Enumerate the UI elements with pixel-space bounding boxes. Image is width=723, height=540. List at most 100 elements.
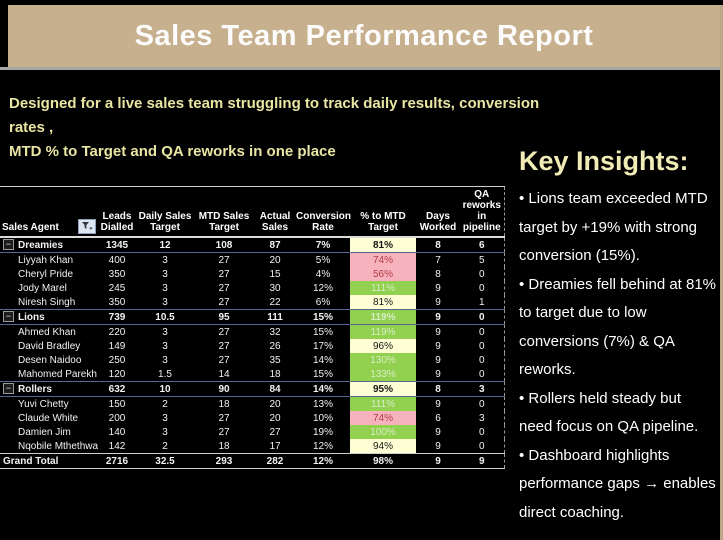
cell-actual[interactable]: 26 xyxy=(269,340,281,352)
cell-pct-to-mtd[interactable]: 56% xyxy=(350,267,416,281)
cell-daily-target[interactable]: 3 xyxy=(162,412,168,424)
cell-mtd-target[interactable]: 18 xyxy=(218,398,230,410)
cell-leads[interactable]: 739 xyxy=(108,311,126,323)
cell-agent[interactable]: Cheryl Pride xyxy=(0,267,98,281)
cell-daily-target[interactable]: 3 xyxy=(162,340,168,352)
cell-agent[interactable]: Grand Total xyxy=(0,454,98,469)
cell-actual[interactable]: 27 xyxy=(269,426,281,438)
cell-leads[interactable]: 250 xyxy=(108,354,126,366)
cell-conversion[interactable]: 12% xyxy=(312,440,333,452)
cell-conversion[interactable]: 15% xyxy=(312,326,333,338)
cell-leads[interactable]: 350 xyxy=(108,268,126,280)
cell-daily-target[interactable]: 3 xyxy=(162,426,168,438)
cell-daily-target[interactable]: 3 xyxy=(162,254,168,266)
cell-conversion[interactable]: 7% xyxy=(315,239,331,251)
cell-days[interactable]: 6 xyxy=(435,412,441,424)
cell-daily-target[interactable]: 12 xyxy=(159,239,171,251)
cell-days[interactable]: 7 xyxy=(435,254,441,266)
cell-mtd-target[interactable]: 27 xyxy=(218,412,230,424)
cell-qa[interactable]: 0 xyxy=(478,326,485,338)
cell-leads[interactable]: 120 xyxy=(108,368,126,380)
cell-days[interactable]: 9 xyxy=(435,326,441,338)
cell-pct-to-mtd[interactable]: 81% xyxy=(350,295,416,310)
cell-qa[interactable]: 0 xyxy=(478,340,485,352)
cell-conversion[interactable]: 12% xyxy=(312,282,333,294)
cell-days[interactable]: 9 xyxy=(435,311,441,323)
cell-conversion[interactable]: 15% xyxy=(312,368,333,380)
cell-pct-to-mtd[interactable]: 119% xyxy=(350,309,416,325)
cell-agent[interactable]: Jody Marel xyxy=(0,281,98,295)
cell-conversion[interactable]: 13% xyxy=(312,398,333,410)
cell-leads[interactable]: 220 xyxy=(108,326,126,338)
cell-pct-to-mtd[interactable]: 100% xyxy=(350,425,416,439)
cell-actual[interactable]: 111 xyxy=(267,311,283,323)
cell-pct-to-mtd[interactable]: 98% xyxy=(372,455,393,467)
cell-days[interactable]: 9 xyxy=(435,282,441,294)
cell-daily-target[interactable]: 32.5 xyxy=(155,455,175,467)
cell-pct-to-mtd[interactable]: 94% xyxy=(350,439,416,454)
cell-qa[interactable]: 0 xyxy=(478,268,485,280)
cell-agent[interactable]: Niresh Singh xyxy=(0,295,98,310)
column-header[interactable]: % to MTD Target xyxy=(350,186,416,238)
cell-qa[interactable]: 3 xyxy=(478,383,485,395)
cell-actual[interactable]: 20 xyxy=(269,398,281,410)
cell-daily-target[interactable]: 3 xyxy=(162,282,168,294)
cell-actual[interactable]: 17 xyxy=(269,440,281,452)
cell-mtd-target[interactable]: 27 xyxy=(218,282,230,294)
cell-leads[interactable]: 149 xyxy=(108,340,126,352)
cell-conversion[interactable]: 14% xyxy=(312,354,333,366)
cell-actual[interactable]: 35 xyxy=(269,354,281,366)
cell-mtd-target[interactable]: 90 xyxy=(218,383,230,395)
column-header[interactable]: Daily Sales Target xyxy=(136,186,194,238)
cell-pct-to-mtd[interactable]: 130% xyxy=(350,353,416,367)
cell-daily-target[interactable]: 3 xyxy=(162,296,168,308)
column-header[interactable]: Actual Sales xyxy=(254,186,296,238)
collapse-icon[interactable]: − xyxy=(3,238,14,250)
cell-conversion[interactable]: 14% xyxy=(312,383,333,395)
cell-conversion[interactable]: 4% xyxy=(315,268,331,280)
cell-leads[interactable]: 245 xyxy=(108,282,126,294)
cell-pct-to-mtd[interactable]: 119% xyxy=(350,324,416,339)
cell-agent[interactable]: Yuvi Chetty xyxy=(0,397,98,412)
cell-conversion[interactable]: 5% xyxy=(315,254,331,266)
cell-qa[interactable]: 1 xyxy=(478,296,485,308)
cell-pct-to-mtd[interactable]: 74% xyxy=(350,411,416,425)
cell-qa[interactable]: 0 xyxy=(478,311,485,323)
cell-actual[interactable]: 15 xyxy=(269,268,281,280)
cell-actual[interactable]: 32 xyxy=(269,326,281,338)
cell-daily-target[interactable]: 2 xyxy=(162,398,168,410)
cell-mtd-target[interactable]: 27 xyxy=(218,326,230,338)
cell-days[interactable]: 9 xyxy=(435,354,441,366)
cell-actual[interactable]: 20 xyxy=(269,412,281,424)
cell-mtd-target[interactable]: 27 xyxy=(218,340,230,352)
cell-qa[interactable]: 9 xyxy=(478,455,485,467)
cell-mtd-target[interactable]: 27 xyxy=(218,254,230,266)
cell-qa[interactable]: 0 xyxy=(478,354,485,366)
column-header[interactable]: Days Worked xyxy=(416,186,460,238)
cell-conversion[interactable]: 6% xyxy=(315,296,331,308)
cell-leads[interactable]: 150 xyxy=(108,398,126,410)
cell-leads[interactable]: 1345 xyxy=(105,239,129,251)
cell-agent[interactable]: Liyyah Khan xyxy=(0,253,98,268)
cell-days[interactable]: 8 xyxy=(435,383,441,395)
cell-qa[interactable]: 0 xyxy=(478,368,485,380)
cell-agent[interactable]: Desen Naidoo xyxy=(0,353,98,367)
cell-pct-to-mtd[interactable]: 81% xyxy=(350,237,416,253)
cell-mtd-target[interactable]: 18 xyxy=(218,440,230,452)
column-header[interactable]: QA reworks in pipeline xyxy=(460,186,504,238)
cell-mtd-target[interactable]: 95 xyxy=(218,311,230,323)
cell-daily-target[interactable]: 3 xyxy=(162,268,168,280)
cell-days[interactable]: 9 xyxy=(435,368,441,380)
cell-conversion[interactable]: 12% xyxy=(312,455,333,467)
cell-days[interactable]: 9 xyxy=(435,296,441,308)
collapse-icon[interactable]: − xyxy=(3,310,14,322)
cell-mtd-target[interactable]: 27 xyxy=(218,296,230,308)
cell-mtd-target[interactable]: 14 xyxy=(218,368,230,380)
cell-pct-to-mtd[interactable]: 111% xyxy=(350,396,416,411)
cell-leads[interactable]: 142 xyxy=(108,440,126,452)
cell-leads[interactable]: 140 xyxy=(108,426,126,438)
cell-qa[interactable]: 0 xyxy=(478,282,485,294)
cell-mtd-target[interactable]: 27 xyxy=(218,268,230,280)
column-header[interactable]: Conversion Rate xyxy=(296,186,351,238)
cell-agent[interactable]: Claude White xyxy=(0,411,98,425)
